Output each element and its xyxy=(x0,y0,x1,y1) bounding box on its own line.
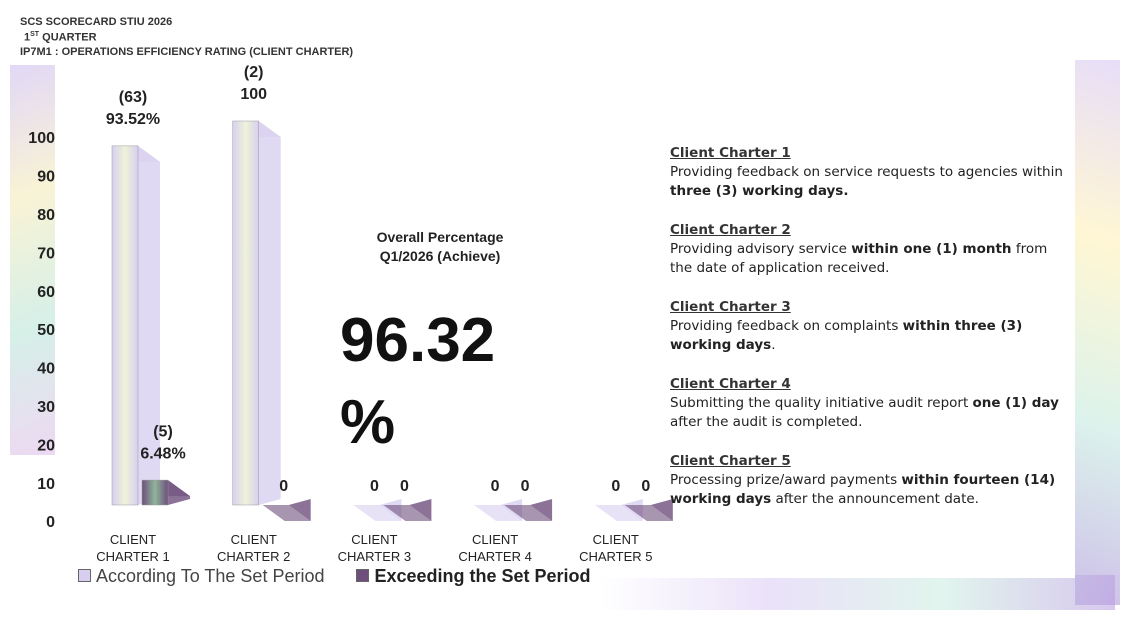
note-text: Processing prize/award payments xyxy=(670,472,902,488)
x-tick-label: CLIENT CHARTER 2 xyxy=(216,532,291,564)
note-body: Processing prize/award payments within f… xyxy=(670,471,1065,509)
x-tick-label: CLIENT CHARTER 1 xyxy=(96,532,170,564)
data-label: 0 xyxy=(611,478,620,495)
note-text: within one (1) month xyxy=(851,241,1012,257)
bar-top xyxy=(624,505,673,521)
header-line: 1ST QUARTER xyxy=(24,31,97,44)
bar-side xyxy=(138,145,160,506)
note: Client Charter 2 Providing advisory servi… xyxy=(670,221,1065,278)
legend-item: Exceeding the Set Period xyxy=(356,566,591,587)
legend-swatch xyxy=(356,569,370,582)
bar-top xyxy=(594,505,643,521)
data-label: 0 xyxy=(370,478,379,495)
bar-side xyxy=(650,499,673,521)
note-text: within three (3) working days xyxy=(670,318,1023,353)
bar xyxy=(141,479,169,506)
x-tick-label: CLIENT CHARTER 3 xyxy=(337,532,412,564)
x-tick-label: CLIENT CHARTER 5 xyxy=(579,532,653,564)
y-tick-label: 100 xyxy=(28,130,55,147)
note-body: Providing advisory service within one (1… xyxy=(670,240,1065,278)
y-tick-label: 50 xyxy=(37,322,55,339)
note-text: Providing advisory service xyxy=(670,241,852,257)
note-text: within fourteen (14) working days xyxy=(670,472,1056,507)
legend-label: According To The Set Period xyxy=(96,566,325,586)
bar-top xyxy=(383,505,432,521)
data-label: 0 xyxy=(491,478,500,495)
count-label: (2) xyxy=(244,64,264,81)
legend-swatch xyxy=(78,569,91,582)
overall-title: Overall Percentage Q1/2026 (Achieve) xyxy=(376,229,504,264)
panel xyxy=(55,62,1075,578)
decoration xyxy=(1075,60,1120,605)
note-text: . xyxy=(771,337,776,353)
legend-label: Exceeding the Set Period xyxy=(374,566,591,586)
bar-side xyxy=(288,499,311,521)
note-title: Client Charter 3 xyxy=(670,299,791,315)
note-text: three (3) working days. xyxy=(670,183,849,199)
legend-item: According To The Set Period xyxy=(78,566,324,587)
note-text: after the audit is completed. xyxy=(670,414,863,430)
quarter-suffix: ST xyxy=(30,31,40,38)
note-body: Submitting the quality initiative audit … xyxy=(670,394,1065,432)
data-label: 6.48% xyxy=(140,445,185,462)
bar-side xyxy=(258,121,281,505)
header-line: SCS SCORECARD STIU 2026 xyxy=(20,16,173,28)
bar-top xyxy=(504,505,553,521)
bar xyxy=(232,120,259,506)
data-label: 100 xyxy=(240,86,267,103)
note: Client Charter 4 Submitting the quality i… xyxy=(670,375,1065,432)
x-tick-label: CLIENT CHARTER 4 xyxy=(458,532,532,564)
note-text: Providing feedback on complaints xyxy=(670,318,903,334)
note: Client Charter 3 Providing feedback on co… xyxy=(670,298,1065,355)
y-tick-label: 60 xyxy=(37,284,55,301)
data-label: 93.52% xyxy=(106,111,160,128)
quarter-text: QUARTER xyxy=(42,31,97,44)
decoration xyxy=(600,575,1115,610)
note: Client Charter 1 Providing feedback on se… xyxy=(670,144,1065,201)
bar-top xyxy=(262,505,311,521)
note-body: Providing feedback on complaints within … xyxy=(670,317,1065,355)
y-tick-label: 40 xyxy=(37,361,55,378)
note-text: Providing feedback on service requests t… xyxy=(670,164,1063,180)
note-body: Providing feedback on service requests t… xyxy=(670,163,1065,201)
legend: According To The Set Period Exceeding the… xyxy=(78,566,591,587)
data-label: 0 xyxy=(641,478,650,495)
note-text: Submitting the quality initiative audit … xyxy=(670,395,973,411)
y-tick-label: 30 xyxy=(37,399,55,416)
note-text: one (1) day xyxy=(972,395,1059,411)
note-text: from the date of application received. xyxy=(670,241,1048,276)
data-label: 0 xyxy=(521,478,530,495)
bar xyxy=(111,145,139,506)
count-label: (5) xyxy=(153,423,173,440)
y-tick-label: 10 xyxy=(37,476,55,493)
quarter-number: 1 xyxy=(24,31,31,44)
bar-top xyxy=(353,505,402,521)
data-label: 0 xyxy=(279,478,288,495)
header-line: IP7M1 : OPERATIONS EFFICIENCY RATING (CL… xyxy=(20,46,354,58)
count-label: (63) xyxy=(119,89,147,106)
bar-side xyxy=(409,499,432,521)
note-title: Client Charter 1 xyxy=(670,145,791,161)
bar-side xyxy=(530,499,553,521)
note: Client Charter 5 Processing prize/award p… xyxy=(670,452,1065,509)
y-tick-label: 70 xyxy=(37,245,55,262)
note-title: Client Charter 4 xyxy=(670,376,791,392)
note-title: Client Charter 2 xyxy=(670,222,791,238)
decoration xyxy=(10,65,60,455)
y-tick-label: 90 xyxy=(37,169,55,186)
note-title: Client Charter 5 xyxy=(670,453,791,469)
y-tick-label: 0 xyxy=(46,514,55,531)
bar-top xyxy=(474,505,523,521)
data-label: 0 xyxy=(400,478,409,495)
y-tick-label: 20 xyxy=(37,437,55,454)
overall-value: 96.32 % xyxy=(340,306,496,457)
y-tick-label: 80 xyxy=(37,207,55,224)
note-text: after the announcement date. xyxy=(771,491,979,507)
